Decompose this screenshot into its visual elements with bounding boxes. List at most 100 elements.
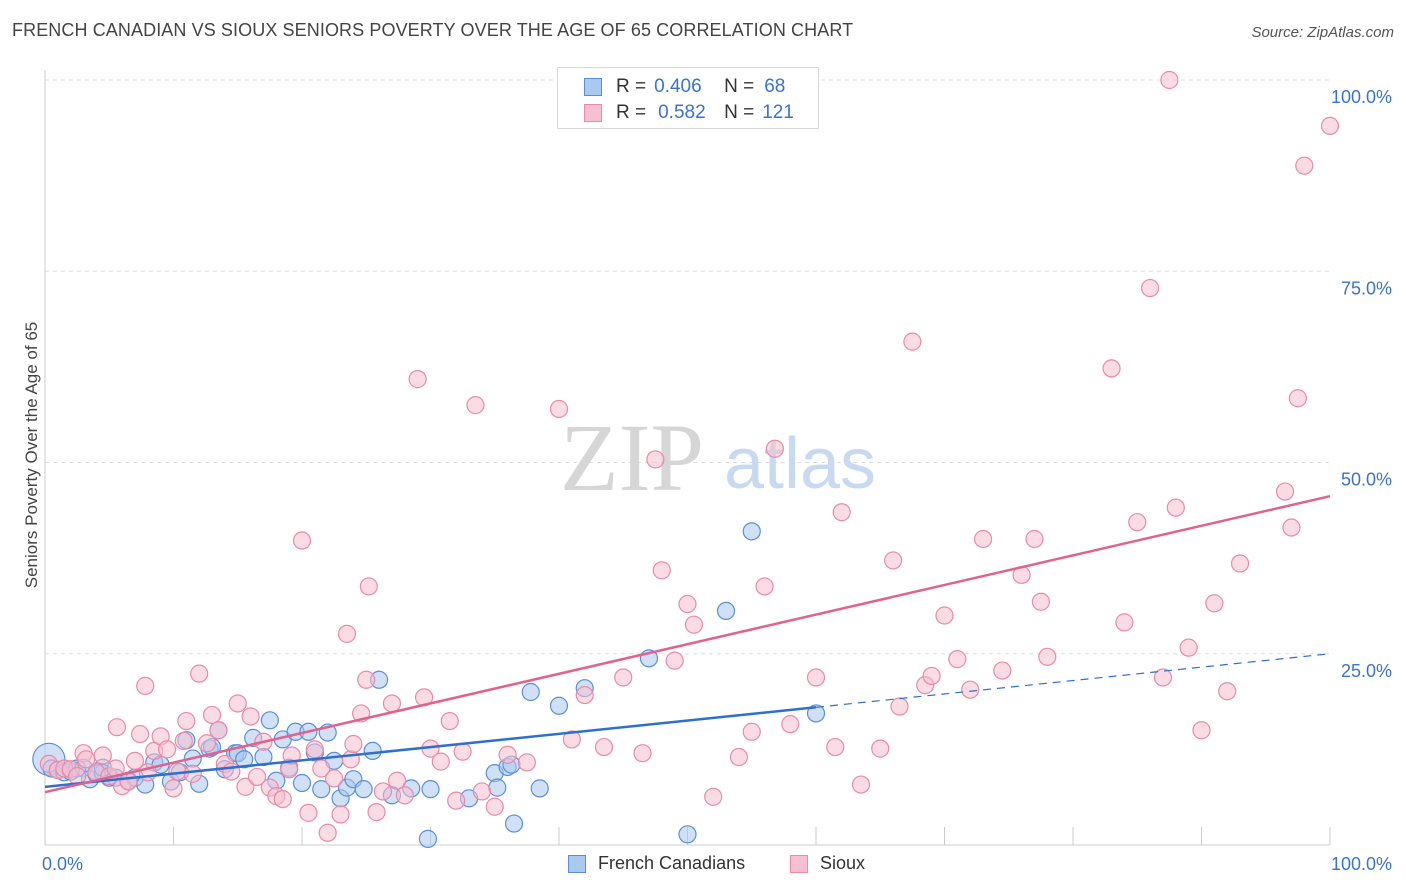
data-point xyxy=(890,697,909,716)
blue-swatch xyxy=(568,854,586,873)
data-point xyxy=(1288,389,1307,408)
x-tick-label: 100.0% xyxy=(1331,854,1392,874)
gridlines xyxy=(45,79,1330,655)
data-point xyxy=(93,746,112,765)
data-point xyxy=(1295,156,1314,175)
data-point xyxy=(228,694,247,713)
data-point xyxy=(1140,278,1160,298)
data-point xyxy=(299,803,318,822)
legend-item-french-canadians[interactable]: French Canadians xyxy=(568,853,745,874)
data-point xyxy=(273,789,292,809)
n-label: N = xyxy=(724,102,755,123)
legend-label: French Canadians xyxy=(598,853,746,873)
data-point xyxy=(871,739,890,758)
data-point xyxy=(633,744,652,763)
data-point xyxy=(961,680,980,699)
data-point xyxy=(1275,482,1295,501)
n-value: 121 xyxy=(762,102,794,123)
data-point xyxy=(729,747,749,767)
data-point xyxy=(806,704,826,723)
data-point xyxy=(832,503,851,522)
data-point xyxy=(1230,554,1250,573)
data-point xyxy=(341,750,360,769)
data-point xyxy=(1031,592,1050,611)
data-point xyxy=(1153,668,1173,687)
data-point xyxy=(1038,647,1057,666)
data-point xyxy=(1102,359,1121,378)
data-point xyxy=(948,650,967,669)
data-point xyxy=(354,780,373,799)
stats-legend: R = 0.406 N = 68 R = 0.582 N = 121 xyxy=(557,67,819,129)
data-point xyxy=(1025,529,1044,549)
data-point xyxy=(472,782,491,801)
trend-line-french-canadians xyxy=(44,706,817,789)
data-point xyxy=(325,769,344,788)
r-value: 0.582 xyxy=(658,102,706,123)
series-legend: French Canadians Sioux xyxy=(0,850,1406,878)
data-point xyxy=(504,814,524,833)
data-point xyxy=(357,670,376,689)
data-point xyxy=(521,682,540,702)
data-point xyxy=(130,724,150,744)
r-value: 0.406 xyxy=(654,76,702,97)
data-point xyxy=(594,737,614,757)
data-point xyxy=(318,823,337,842)
data-point xyxy=(202,705,222,725)
chart-title: FRENCH CANADIAN VS SIOUX SENIORS POVERTY… xyxy=(12,20,854,40)
data-point xyxy=(549,399,569,419)
y-tick-label: 100.0% xyxy=(1331,87,1392,107)
data-point xyxy=(851,775,871,794)
data-point xyxy=(359,577,378,596)
watermark-zip: ZIP xyxy=(560,404,704,511)
data-point xyxy=(1128,513,1147,532)
data-point xyxy=(575,685,594,705)
data-point xyxy=(646,450,665,469)
data-point xyxy=(488,778,507,797)
data-point xyxy=(973,529,993,549)
y-tick-label: 75.0% xyxy=(1341,278,1392,298)
data-point xyxy=(1192,721,1211,740)
data-point xyxy=(742,722,761,741)
data-point xyxy=(684,615,704,634)
data-point xyxy=(993,661,1012,680)
pink-swatch xyxy=(584,104,602,122)
y-tick-label: 50.0% xyxy=(1341,470,1392,490)
data-point xyxy=(485,797,504,816)
source-credit: Source: ZipAtlas.com xyxy=(1251,24,1394,41)
x-tick-label: 0.0% xyxy=(42,854,83,874)
data-point xyxy=(197,734,217,753)
n-value: 68 xyxy=(764,76,786,97)
stats-row-french-canadians: R = 0.406 N = 68 xyxy=(584,74,785,100)
data-point xyxy=(1205,594,1224,613)
legend-item-sioux[interactable]: Sioux xyxy=(790,853,865,874)
data-point xyxy=(241,707,260,726)
data-point xyxy=(431,752,450,771)
data-point xyxy=(373,782,393,801)
data-point xyxy=(742,522,761,541)
data-point xyxy=(292,773,312,793)
data-point xyxy=(395,786,414,805)
data-point xyxy=(466,396,485,415)
data-point xyxy=(125,751,145,770)
data-point xyxy=(498,745,517,764)
data-point xyxy=(344,734,363,754)
data-point xyxy=(363,741,382,761)
data-point xyxy=(382,694,402,713)
trend-line-sioux xyxy=(44,494,1331,794)
data-point xyxy=(922,666,941,686)
data-point xyxy=(183,764,202,783)
series-sioux xyxy=(39,70,1340,842)
data-point xyxy=(781,715,800,734)
data-point xyxy=(716,601,736,621)
y-tick-label: 25.0% xyxy=(1341,661,1392,681)
data-point xyxy=(562,730,581,749)
data-point xyxy=(209,721,228,740)
data-point xyxy=(235,750,254,769)
watermark: ZIP atlas xyxy=(560,404,876,511)
data-point xyxy=(421,780,440,799)
r-label: R = xyxy=(616,76,647,97)
data-point xyxy=(292,531,312,550)
data-point xyxy=(337,624,357,643)
data-point xyxy=(826,737,845,757)
